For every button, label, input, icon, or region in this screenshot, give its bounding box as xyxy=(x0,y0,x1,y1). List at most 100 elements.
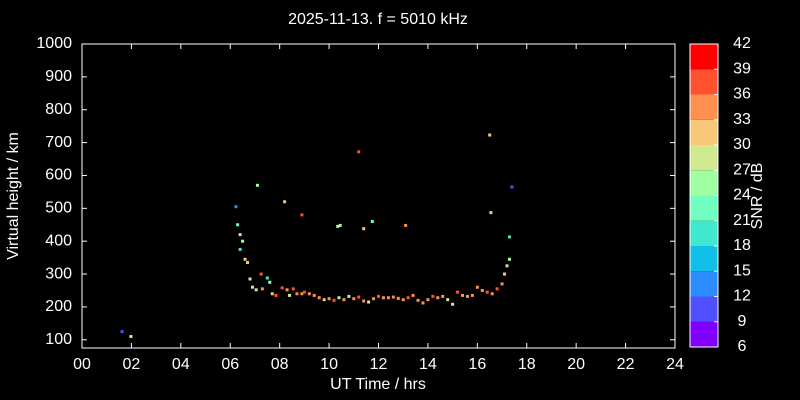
data-point xyxy=(436,296,440,300)
colorbar-tick-label: 42 xyxy=(733,35,751,52)
data-point xyxy=(411,293,415,297)
data-point xyxy=(327,297,331,301)
colorbar-band xyxy=(690,246,718,272)
y-axis-label: Virtual height / km xyxy=(5,132,22,260)
data-point xyxy=(337,296,341,300)
x-tick-label: 18 xyxy=(518,356,536,373)
data-point xyxy=(255,183,259,187)
data-point xyxy=(238,233,242,237)
colorbar-band xyxy=(690,220,718,246)
data-point xyxy=(285,288,289,292)
colorbar-tick-label: 27 xyxy=(733,161,751,178)
data-point xyxy=(470,293,474,297)
y-tick-label: 800 xyxy=(45,101,72,118)
data-point xyxy=(507,235,511,239)
data-point xyxy=(500,282,504,286)
x-tick-label: 04 xyxy=(172,356,190,373)
data-point xyxy=(268,280,272,284)
data-point xyxy=(404,223,408,227)
data-point xyxy=(391,295,395,299)
data-point xyxy=(260,287,264,291)
data-point xyxy=(270,292,274,296)
data-point xyxy=(357,295,361,299)
y-tick-label: 600 xyxy=(45,167,72,184)
data-point xyxy=(342,298,346,302)
data-point xyxy=(461,293,465,297)
data-point xyxy=(357,150,361,154)
colorbar-tick-label: 15 xyxy=(733,262,751,279)
colorbar-tick-label: 24 xyxy=(733,187,751,204)
data-point xyxy=(280,286,284,290)
data-point xyxy=(347,294,351,298)
colorbar-label: SNR / dB xyxy=(749,163,766,230)
data-point xyxy=(441,294,445,298)
data-point xyxy=(505,264,509,268)
data-point xyxy=(451,302,455,306)
y-tick-label: 200 xyxy=(45,298,72,315)
data-point xyxy=(446,298,450,302)
x-axis-label: UT Time / hrs xyxy=(330,376,426,393)
colorbar-band xyxy=(690,195,718,221)
x-tick-label: 22 xyxy=(617,356,635,373)
data-point xyxy=(322,298,326,302)
colorbar-tick-label: 6 xyxy=(738,338,747,355)
colorbar-band xyxy=(690,119,718,145)
data-point xyxy=(246,261,250,265)
colorbar-band xyxy=(690,69,718,95)
data-point xyxy=(362,299,366,303)
data-point xyxy=(406,296,410,300)
y-tick-label: 400 xyxy=(45,232,72,249)
colorbar-band xyxy=(690,321,718,347)
data-point xyxy=(352,297,356,301)
data-point xyxy=(372,297,376,301)
x-tick-label: 00 xyxy=(73,356,91,373)
data-point xyxy=(241,239,245,243)
data-point xyxy=(377,294,380,298)
colorbar-band xyxy=(690,170,718,196)
colorbar-band xyxy=(690,296,718,322)
data-point xyxy=(416,298,420,302)
x-tick-label: 02 xyxy=(123,356,141,373)
data-point xyxy=(250,285,254,289)
x-tick-label: 10 xyxy=(320,356,338,373)
data-point xyxy=(243,257,247,261)
x-tick-label: 16 xyxy=(468,356,486,373)
data-point xyxy=(507,257,511,261)
data-point xyxy=(362,227,366,231)
data-point xyxy=(336,224,340,228)
data-point xyxy=(431,294,435,298)
x-tick-label: 12 xyxy=(370,356,388,373)
colorbar-tick-label: 39 xyxy=(733,60,751,77)
colorbar-band xyxy=(690,145,718,171)
data-point xyxy=(485,290,489,294)
data-point xyxy=(381,296,385,300)
y-tick-label: 500 xyxy=(45,200,72,217)
data-point xyxy=(456,290,460,294)
x-tick-label: 14 xyxy=(419,356,437,373)
data-point xyxy=(396,296,400,300)
data-point xyxy=(254,288,258,292)
data-point xyxy=(503,272,507,276)
data-point xyxy=(300,213,304,217)
data-point xyxy=(401,298,405,302)
data-point xyxy=(480,288,484,292)
data-point xyxy=(475,285,479,289)
x-tick-label: 24 xyxy=(666,356,684,373)
data-point xyxy=(265,276,269,280)
chart-title: 2025-11-13. f = 5010 kHz xyxy=(288,11,468,28)
data-point xyxy=(234,205,238,209)
colorbar-band xyxy=(690,94,718,120)
data-point xyxy=(386,296,390,300)
colorbar-tick-label: 21 xyxy=(733,212,751,229)
data-point xyxy=(489,211,493,215)
data-point xyxy=(300,292,304,296)
data-point xyxy=(295,292,299,296)
data-point xyxy=(465,294,469,298)
data-point xyxy=(307,292,311,296)
data-point xyxy=(367,300,371,304)
y-tick-label: 700 xyxy=(45,134,72,151)
y-tick-label: 100 xyxy=(45,331,72,348)
colorbar-band xyxy=(690,44,718,70)
